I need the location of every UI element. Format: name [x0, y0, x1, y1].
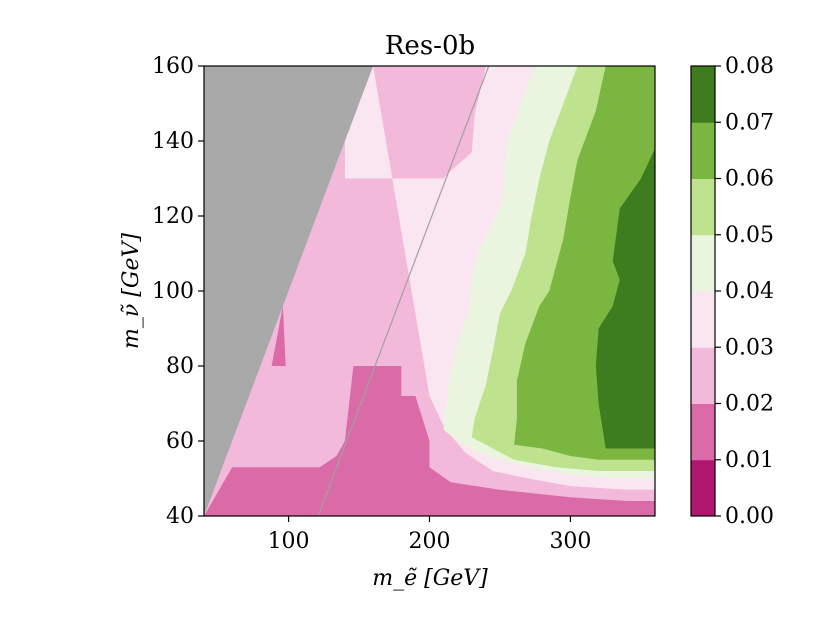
- x-axis: 100 200 300: [268, 516, 591, 554]
- excluded-region: [204, 66, 374, 516]
- colorbar-tick-label: 0.02: [725, 392, 774, 417]
- y-tick-label: 120: [152, 204, 194, 229]
- y-tick-label: 100: [152, 279, 194, 304]
- y-tick-label: 80: [166, 354, 194, 379]
- band-patch-0.01-0.02: [271, 306, 286, 366]
- plot-area: [204, 66, 655, 516]
- y-tick-label: 160: [152, 54, 194, 79]
- kinematic-diagonal-line: [317, 66, 490, 516]
- colorbar-tick-label: 0.03: [725, 335, 774, 360]
- colorbar-tick-label: 0.07: [725, 110, 774, 135]
- colorbar-segment: [691, 347, 715, 404]
- colorbar-tick-label: 0.05: [725, 223, 774, 248]
- colorbar-tick-label: 0.08: [725, 54, 774, 79]
- colorbar-tick-label: 0.00: [725, 504, 774, 529]
- y-tick-label: 40: [166, 504, 194, 529]
- y-tick-label: 140: [152, 129, 194, 154]
- colorbar-segment: [691, 291, 715, 348]
- y-axis-title: m_ν̃ [GeV]: [119, 233, 144, 349]
- colorbar: 0.00 0.01 0.02 0.03 0.04 0.05 0.06 0.07 0.08: [690, 54, 774, 529]
- x-tick-label: 100: [268, 529, 310, 554]
- colorbar-segment: [691, 178, 715, 236]
- x-tick-label: 200: [409, 529, 451, 554]
- colorbar-segment: [691, 234, 715, 292]
- y-axis: 40 60 80 100 120 140 160: [152, 54, 204, 529]
- band-0.07-0.08: [595, 148, 655, 449]
- x-axis-title: m_ẽ [GeV]: [372, 566, 488, 591]
- colorbar-segment: [691, 459, 715, 517]
- colorbar-tick-label: 0.01: [725, 448, 774, 473]
- colorbar-segment: [691, 66, 715, 123]
- y-tick-label: 60: [166, 429, 194, 454]
- colorbar-segment: [691, 122, 715, 179]
- x-tick-label: 300: [549, 529, 591, 554]
- colorbar-tick-label: 0.04: [725, 279, 774, 304]
- chart-title: Res-0b: [385, 31, 475, 61]
- colorbar-tick-label: 0.06: [725, 167, 774, 192]
- colorbar-segment: [691, 403, 715, 461]
